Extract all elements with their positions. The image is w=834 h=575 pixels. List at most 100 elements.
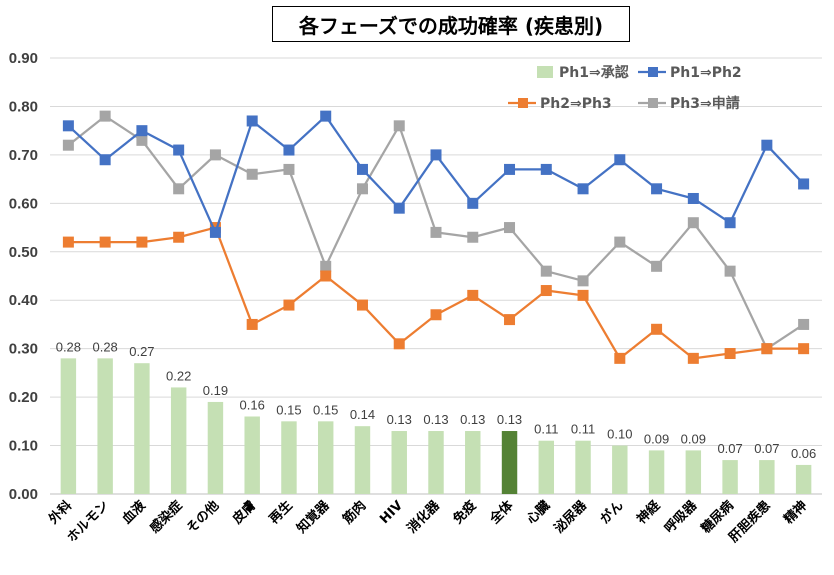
x-category-label: 免疫 [450, 498, 480, 528]
bar-data-label: 0.09 [644, 431, 669, 446]
series-marker [136, 134, 148, 146]
x-category-label: その他 [183, 498, 222, 537]
series-marker [430, 149, 442, 161]
series-marker [283, 299, 295, 311]
series-marker [577, 275, 589, 287]
series-marker [393, 120, 405, 132]
bar [465, 431, 481, 494]
series-marker [320, 270, 332, 282]
legend-label: Ph3⇒申請 [670, 95, 740, 112]
legend-label: Ph2⇒Ph3 [540, 96, 612, 112]
series-marker [467, 289, 479, 301]
series-marker [246, 115, 258, 127]
series-marker [651, 323, 663, 335]
series-marker [687, 217, 699, 229]
series-marker [614, 236, 626, 248]
series-line [67, 115, 805, 234]
bar-data-label: 0.13 [423, 412, 448, 427]
x-category-label: HIV [377, 498, 406, 527]
series-marker [246, 318, 258, 330]
bar-data-label: 0.06 [791, 446, 816, 461]
y-tick-label: 0.20 [9, 389, 38, 406]
series-marker [356, 183, 368, 195]
bar [317, 421, 334, 494]
series-marker [798, 343, 810, 355]
bar [354, 426, 371, 494]
legend-label: Ph1⇒承認 [559, 64, 629, 81]
series-marker [136, 236, 148, 248]
series-marker [246, 168, 258, 180]
series-marker [283, 144, 295, 156]
series-marker [356, 163, 368, 175]
bar-data-label: 0.10 [607, 427, 632, 442]
series-marker [393, 202, 405, 214]
bar-data-label: 0.09 [681, 431, 706, 446]
series-marker [467, 197, 479, 209]
series-marker [99, 236, 111, 248]
series-marker [320, 260, 332, 272]
series-marker [540, 163, 552, 175]
series-marker [761, 139, 773, 151]
bar-data-label: 0.19 [203, 383, 228, 398]
series-marker [724, 217, 736, 229]
y-tick-label: 0.50 [9, 244, 38, 261]
x-category-label: 神経 [634, 497, 664, 527]
bar [244, 416, 260, 494]
chart-title-text: 各フェーズでの成功確率 (疾患別) [298, 13, 604, 38]
bar-data-label: 0.22 [166, 368, 191, 383]
x-category-label: 全体 [486, 497, 517, 528]
bar [575, 440, 591, 494]
series-marker [209, 149, 221, 161]
bar [795, 464, 812, 494]
series-marker [430, 309, 442, 321]
series-marker [173, 144, 185, 156]
y-tick-label: 0.90 [9, 50, 38, 67]
bar-data-label: 0.28 [92, 339, 117, 354]
bar-data-label: 0.07 [754, 441, 779, 456]
series-marker [504, 163, 516, 175]
series-line [68, 226, 804, 360]
bar [538, 440, 555, 494]
series-marker [504, 314, 516, 326]
bar [759, 460, 775, 494]
bar-data-label: 0.28 [56, 339, 81, 354]
series-marker [798, 178, 810, 190]
y-tick-label: 0.60 [9, 195, 38, 212]
bar-data-label: 0.11 [534, 422, 558, 437]
bar-data-label: 0.11 [571, 422, 595, 437]
series-marker [173, 183, 185, 195]
series-marker [687, 192, 699, 204]
series-marker [283, 163, 295, 175]
bar [428, 431, 444, 494]
series-marker [687, 352, 699, 364]
bar [391, 431, 407, 494]
x-category-label: がん [597, 498, 627, 528]
bar [685, 450, 702, 494]
series-marker [62, 120, 74, 132]
x-category-label: 知覚器 [294, 497, 334, 537]
bar-data-label: 0.27 [129, 344, 154, 359]
series-marker [798, 318, 810, 330]
y-tick-label: 0.70 [9, 147, 38, 164]
bar-data-label: 0.07 [717, 441, 742, 456]
legend-marker [648, 67, 658, 77]
x-category-label: 外科 [45, 498, 75, 528]
bar [207, 401, 224, 494]
series-marker [614, 154, 626, 166]
x-category-label: 精神 [781, 498, 811, 528]
bar [134, 363, 150, 494]
x-category-label: 感染症 [147, 498, 186, 537]
y-tick-label: 0.30 [9, 341, 38, 358]
bar-data-label: 0.15 [276, 402, 301, 417]
bar-data-label: 0.16 [240, 397, 265, 412]
series-marker [136, 125, 148, 137]
y-tick-label: 0.10 [9, 438, 38, 455]
series-marker [651, 260, 663, 272]
x-category-label: 皮膚 [229, 498, 259, 528]
legend-marker [648, 98, 658, 108]
series-marker [99, 154, 111, 166]
y-tick-label: 0.80 [9, 98, 38, 115]
bar [722, 460, 738, 494]
